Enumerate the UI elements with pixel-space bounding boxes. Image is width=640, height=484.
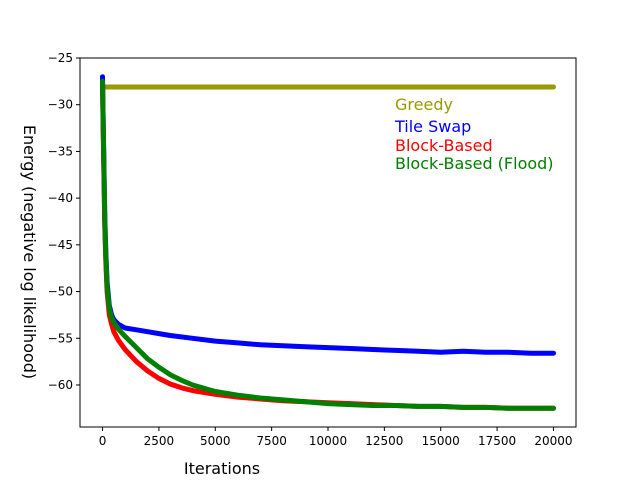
y-tick-label: −55	[48, 331, 73, 345]
x-axis-ticks: 0 2500 5000 7500 10000 12500 15000 17500 20000	[99, 427, 573, 448]
x-tick-label: 7500	[256, 434, 287, 448]
y-axis-title: Energy (negative log likelihood)	[20, 125, 39, 379]
legend-label-block-based: Block-Based	[395, 136, 493, 155]
x-axis-title: Iterations	[184, 459, 260, 478]
x-tick-label: 15000	[422, 434, 460, 448]
y-tick-label: −25	[48, 51, 73, 65]
x-tick-label: 0	[99, 434, 107, 448]
y-tick-label: −60	[48, 378, 73, 392]
x-tick-label: 17500	[478, 434, 516, 448]
x-tick-label: 10000	[309, 434, 347, 448]
series-layer	[100, 74, 556, 411]
series-line-block-based-flood	[100, 78, 556, 411]
x-tick-label: 12500	[365, 434, 403, 448]
y-tick-label: −30	[48, 98, 73, 112]
series-line-block-based	[100, 83, 556, 411]
plot-frame	[79, 57, 577, 428]
legend-label-block-based-flood: Block-Based (Flood)	[395, 154, 554, 173]
x-tick-label: 20000	[534, 434, 572, 448]
y-tick-label: −40	[48, 191, 73, 205]
x-tick-label: 5000	[200, 434, 231, 448]
y-tick-label: −35	[48, 144, 73, 158]
x-tick-label: 2500	[144, 434, 175, 448]
legend-label-greedy: Greedy	[395, 95, 453, 114]
legend: Greedy Tile Swap Block-Based Block-Based…	[394, 95, 554, 173]
series-line-tile-swap	[100, 74, 556, 356]
y-tick-label: −45	[48, 238, 73, 252]
legend-label-tile-swap: Tile Swap	[394, 117, 471, 136]
y-tick-label: −50	[48, 285, 73, 299]
y-axis-ticks: −25 −30 −35 −40 −45 −50 −55 −60	[48, 51, 80, 392]
